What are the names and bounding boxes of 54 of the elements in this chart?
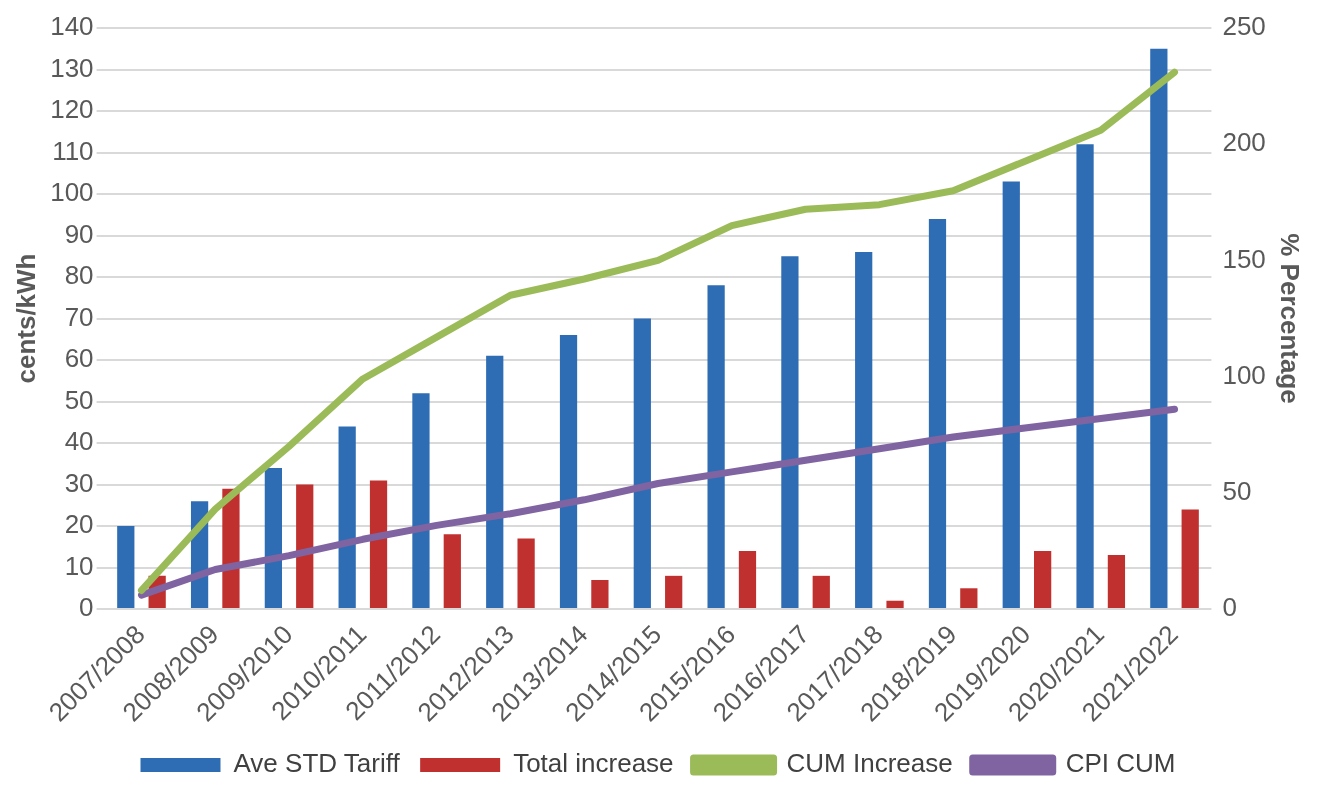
bar xyxy=(443,534,461,609)
y-tick-label: 110 xyxy=(52,135,94,166)
legend-label: CPI CUM xyxy=(1065,748,1176,779)
y-tick-label: 120 xyxy=(50,94,94,125)
bar xyxy=(264,467,282,609)
legend-label: Total increase xyxy=(513,748,674,779)
y-tick-label: 40 xyxy=(64,426,94,457)
y-tick-label: 70 xyxy=(64,301,94,332)
bar xyxy=(486,355,504,609)
bar xyxy=(1181,509,1199,609)
bar xyxy=(591,579,609,609)
bar xyxy=(665,575,683,609)
bar xyxy=(1034,550,1052,609)
bar xyxy=(1150,48,1168,609)
bar xyxy=(338,426,356,609)
y-tick-label: 130 xyxy=(50,52,94,83)
legend-label: Ave STD Tariff xyxy=(233,748,401,779)
y-tick-label: 80 xyxy=(64,260,94,291)
y-axis-title: cents/kWh xyxy=(10,253,41,384)
bar xyxy=(855,252,873,609)
bar xyxy=(960,588,978,609)
bar xyxy=(886,600,904,609)
bar xyxy=(1107,555,1126,609)
legend-label: CUM Increase xyxy=(786,748,953,779)
bar xyxy=(559,335,578,609)
y-tick-label: 10 xyxy=(64,550,94,581)
y-tick-label: 140 xyxy=(50,11,94,42)
y-tick-label: 60 xyxy=(64,343,94,374)
bar xyxy=(117,526,135,609)
bar xyxy=(738,550,757,609)
bar xyxy=(928,218,947,609)
bar xyxy=(369,480,388,609)
bar xyxy=(707,285,725,609)
bar xyxy=(1076,144,1094,609)
y-tick-label: 90 xyxy=(64,218,94,249)
y-tick-label: 30 xyxy=(64,467,94,498)
y2-tick-label: 100 xyxy=(1222,359,1266,390)
bar xyxy=(812,575,830,609)
y-tick-label: 20 xyxy=(64,509,94,540)
y2-tick-label: 200 xyxy=(1222,127,1266,158)
y2-tick-label: 0 xyxy=(1222,592,1237,623)
y2-tick-label: 50 xyxy=(1222,476,1252,506)
bar xyxy=(781,256,799,609)
y-tick-label: 50 xyxy=(64,384,94,415)
bar xyxy=(1002,181,1020,609)
bar xyxy=(296,484,314,609)
y2-tick-label: 150 xyxy=(1222,243,1266,274)
bar xyxy=(633,318,651,609)
bar xyxy=(412,393,430,609)
bar xyxy=(517,538,535,609)
y-tick-label: 100 xyxy=(50,177,94,208)
y-tick-label: 0 xyxy=(79,592,94,623)
y2-axis-title: % Percentage xyxy=(1275,233,1306,404)
y2-tick-label: 250 xyxy=(1222,11,1266,42)
